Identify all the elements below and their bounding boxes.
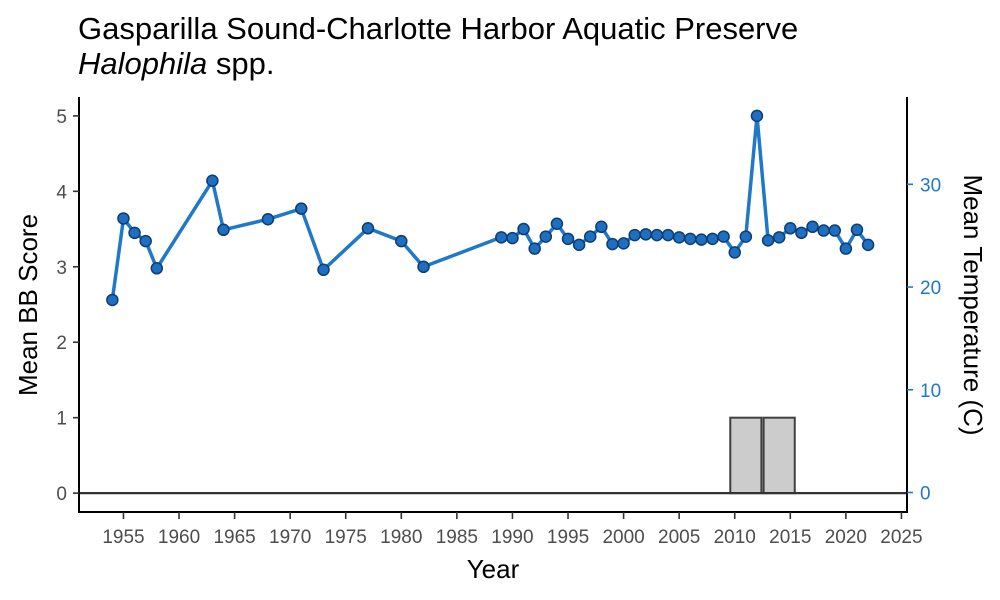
series-point [550, 217, 564, 231]
x-axis-title: Year [467, 554, 520, 584]
x-tick-label: 1955 [102, 527, 144, 548]
series-point [106, 293, 119, 307]
x-tick-label: 2005 [658, 527, 700, 548]
series-point [417, 260, 430, 274]
y-tick-label: 2 [56, 333, 67, 354]
series-point [561, 232, 575, 246]
series-point [361, 222, 375, 235]
x-tick-label: 2010 [714, 527, 756, 548]
series-point [650, 228, 664, 242]
series-points [106, 109, 875, 307]
series-point [217, 223, 230, 237]
series-point [128, 226, 141, 240]
x-tick-label: 1975 [325, 527, 367, 548]
series-point [639, 228, 653, 241]
series-point [495, 231, 508, 244]
y-axis-ticks: 0 1 2 3 4 5 [56, 107, 79, 505]
series-point [528, 242, 541, 255]
y2-axis-ticks: 0 10 20 30 [907, 175, 941, 504]
series-line [110, 114, 870, 301]
series-point [739, 230, 753, 243]
x-tick-label: 1970 [269, 527, 311, 548]
x-tick-label: 1990 [491, 527, 533, 548]
axes [78, 97, 908, 513]
series-point [717, 230, 730, 243]
temperature-bar [729, 416, 763, 495]
series-point [539, 230, 553, 243]
y2-tick-label: 20 [920, 278, 941, 299]
series-point [772, 231, 786, 244]
series-point [317, 263, 330, 277]
y-tick-label: 0 [56, 484, 67, 505]
temperature-bar [762, 416, 796, 495]
y2-tick-label: 10 [920, 381, 941, 402]
chart-title: Gasparilla Sound-Charlotte Harbor Aquati… [78, 11, 798, 46]
series-point [572, 238, 586, 252]
series-point [117, 212, 130, 225]
series-point [839, 242, 853, 255]
series-point [395, 234, 408, 248]
x-tick-label: 1965 [213, 527, 255, 548]
series-point [828, 224, 842, 237]
y-tick-label: 4 [56, 182, 67, 203]
y2-tick-label: 30 [920, 175, 941, 196]
series-point [139, 234, 152, 248]
series-point [617, 237, 630, 250]
series-point [861, 238, 875, 252]
chart-subtitle-italic: Halophila [78, 46, 207, 81]
x-tick-label: 2025 [880, 527, 922, 548]
y2-tick-label: 0 [920, 483, 931, 504]
series-point [661, 228, 675, 242]
x-axis-ticks: 1955 1960 1965 1970 1975 1980 1985 1990 1995 2000… [102, 512, 923, 548]
series-point [261, 212, 275, 226]
y-axis-title: Mean BB Score [13, 214, 43, 396]
x-tick-label: 2015 [769, 527, 811, 548]
x-tick-label: 1995 [547, 527, 589, 548]
series-point [795, 226, 808, 240]
x-tick-label: 2020 [825, 527, 867, 548]
series-point [628, 228, 641, 242]
temperature-bars [729, 416, 796, 495]
y-tick-label: 1 [56, 409, 67, 430]
series-point [506, 231, 519, 245]
series-point [850, 223, 864, 237]
chart-subtitle-rest: spp. [207, 46, 274, 81]
y-tick-label: 3 [56, 258, 67, 279]
chart-subtitle: Halophila spp. [78, 46, 274, 81]
x-tick-label: 1985 [436, 527, 478, 548]
series-point [583, 230, 597, 243]
y-tick-label: 5 [56, 107, 67, 128]
series-point [206, 174, 219, 188]
series-point [517, 222, 530, 236]
x-tick-label: 1980 [380, 527, 422, 548]
series-point [606, 237, 619, 251]
series-point [750, 109, 764, 123]
x-tick-label: 2000 [602, 527, 644, 548]
x-tick-label: 1960 [158, 527, 200, 548]
series-point [806, 220, 819, 234]
series-point [684, 232, 697, 246]
series-point [784, 222, 797, 235]
series-point [150, 262, 164, 275]
series-point [695, 233, 708, 246]
series-point [728, 246, 741, 259]
series-point [595, 220, 608, 234]
series-point [817, 224, 830, 237]
y2-axis-title: Mean Temperature (C) [958, 174, 988, 435]
series-point [706, 232, 719, 246]
series-point [295, 202, 308, 215]
series-point [761, 234, 775, 247]
series-point [672, 231, 686, 244]
